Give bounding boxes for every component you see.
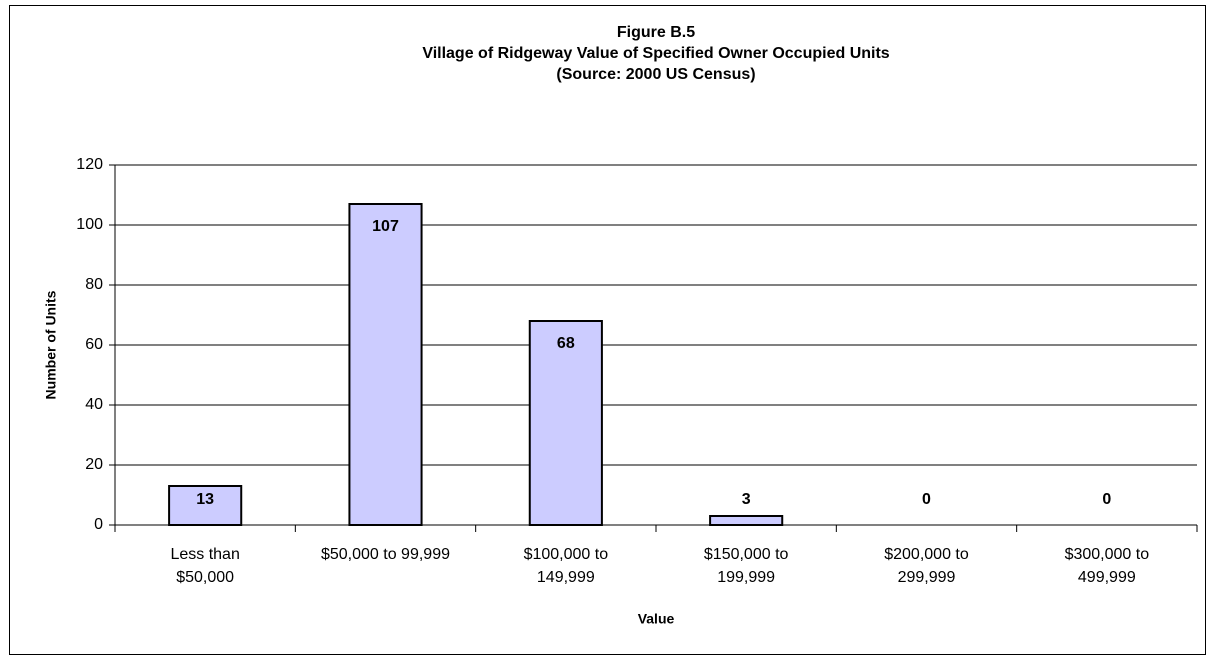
value-label: 3 — [742, 491, 751, 508]
value-label: 68 — [557, 335, 575, 352]
x-tick-label: 149,999 — [537, 569, 595, 586]
y-tick-label: 20 — [85, 456, 103, 473]
x-tick-label: Less than — [170, 546, 239, 563]
x-tick-label: 499,999 — [1078, 569, 1136, 586]
y-tick-label: 40 — [85, 396, 103, 413]
x-tick-label: 199,999 — [717, 569, 775, 586]
value-label: 0 — [1102, 491, 1111, 508]
x-tick-label: 299,999 — [898, 569, 956, 586]
y-axis-title: Number of Units — [43, 290, 59, 399]
x-tick-label: $200,000 to — [884, 546, 969, 563]
y-tick-label: 0 — [94, 516, 103, 533]
bar — [528, 320, 603, 526]
x-tick-label: $150,000 to — [704, 546, 789, 563]
value-label: 107 — [372, 218, 399, 235]
chart-title: (Source: 2000 US Census) — [556, 66, 755, 83]
value-label: 0 — [922, 491, 931, 508]
y-tick-label: 100 — [76, 216, 103, 233]
x-tick-label: $100,000 to — [524, 546, 609, 563]
chart-border — [9, 5, 1206, 655]
y-tick-label: 80 — [85, 276, 103, 293]
bar — [709, 515, 784, 526]
bar — [348, 203, 423, 526]
chart-title: Village of Ridgeway Value of Specified O… — [422, 45, 889, 62]
x-tick-label: $50,000 — [176, 569, 234, 586]
chart-title: Figure B.5 — [617, 24, 695, 41]
x-axis-title: Value — [638, 611, 675, 627]
y-tick-label: 120 — [76, 156, 103, 173]
y-tick-label: 60 — [85, 336, 103, 353]
x-tick-label: $300,000 to — [1065, 546, 1150, 563]
x-tick-label: $50,000 to 99,999 — [321, 546, 450, 563]
value-label: 13 — [196, 491, 214, 508]
